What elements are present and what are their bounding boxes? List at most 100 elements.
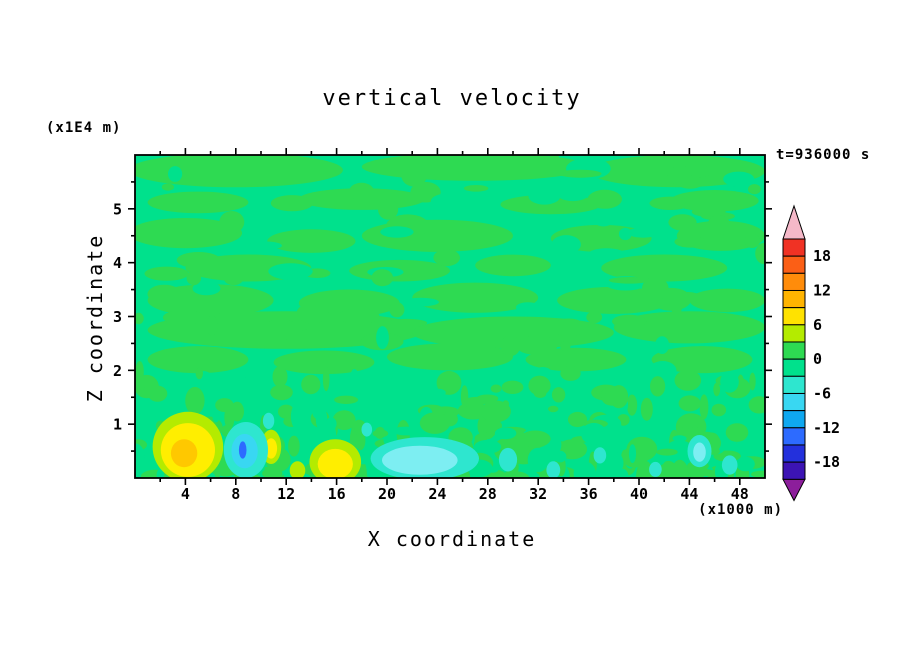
- feature-blob: [289, 461, 306, 478]
- feature-blob: [382, 445, 458, 475]
- speckle: [548, 405, 559, 413]
- z-tick-label: 2: [113, 362, 122, 380]
- speckle: [553, 178, 592, 202]
- speckle: [591, 208, 615, 227]
- speckle: [736, 456, 755, 472]
- x-tick-label: 24: [428, 485, 446, 503]
- colorbar-segment: [782, 358, 806, 377]
- colorbar-segment: [782, 341, 806, 360]
- speckle: [227, 375, 252, 397]
- speckle: [612, 314, 647, 329]
- speckle: [334, 395, 359, 404]
- speckle: [140, 407, 155, 421]
- speckle: [626, 394, 638, 416]
- speckle: [744, 233, 760, 248]
- speckle: [212, 409, 220, 423]
- speckle: [312, 403, 325, 420]
- speckle: [219, 211, 245, 234]
- colorbar-bottom-arrow: [782, 478, 806, 502]
- speckle: [431, 388, 446, 397]
- speckle: [376, 326, 389, 350]
- positive-band: [273, 350, 375, 375]
- speckle: [436, 370, 462, 395]
- speckle: [725, 423, 749, 442]
- speckle: [691, 206, 726, 217]
- x-tick-label: 20: [378, 485, 396, 503]
- positive-band: [135, 155, 343, 188]
- speckle: [374, 426, 386, 439]
- positive-band: [601, 254, 728, 282]
- speckle: [224, 405, 235, 430]
- positive-band: [475, 254, 551, 277]
- speckle: [751, 470, 765, 478]
- speckle: [586, 311, 603, 324]
- speckle: [402, 297, 439, 307]
- colorbar-segment: [782, 238, 806, 257]
- positive-band: [651, 346, 753, 374]
- speckle: [147, 385, 168, 402]
- colorbar-segment: [782, 272, 806, 291]
- speckle: [192, 281, 221, 296]
- speckle: [707, 215, 731, 236]
- speckle: [463, 185, 489, 192]
- speckle: [581, 422, 607, 445]
- speckle: [278, 404, 295, 419]
- speckle: [270, 195, 313, 212]
- speckle: [500, 335, 521, 357]
- speckle: [501, 380, 524, 394]
- feature-blob: [170, 439, 198, 468]
- colorbar-label: 18: [813, 247, 831, 265]
- colorbar-segment: [782, 375, 806, 394]
- speckle: [247, 241, 282, 250]
- speckle: [494, 427, 517, 440]
- speckle: [378, 199, 399, 220]
- speckle: [749, 372, 756, 391]
- speckle: [380, 226, 414, 238]
- speckle: [515, 335, 558, 355]
- colorbar-segment: [782, 410, 806, 429]
- speckle: [156, 468, 165, 478]
- positive-band: [135, 218, 243, 249]
- speckle: [628, 444, 637, 463]
- y-axis-title: Z coordinate: [83, 233, 107, 403]
- speckle: [296, 302, 329, 324]
- x-tick-label: 44: [680, 485, 698, 503]
- speckle: [290, 403, 304, 430]
- colorbar-segment: [782, 427, 806, 446]
- speckle: [135, 443, 145, 470]
- speckle: [502, 400, 510, 408]
- speckle: [135, 369, 141, 393]
- speckle: [147, 284, 182, 304]
- speckle: [344, 372, 368, 397]
- positive-band: [147, 346, 249, 374]
- x-tick-label: 4: [181, 485, 190, 503]
- x-tick-label: 48: [731, 485, 749, 503]
- z-tick-label: 4: [113, 254, 122, 272]
- feature-blob: [317, 448, 353, 478]
- speckle: [553, 450, 567, 463]
- speckle: [713, 382, 721, 397]
- positive-band: [525, 347, 627, 372]
- speckle: [491, 192, 503, 204]
- plot-title: vertical velocity: [322, 86, 582, 111]
- speckle: [176, 252, 221, 269]
- feature-blob: [649, 461, 662, 477]
- x-tick-label: 32: [529, 485, 547, 503]
- axis-ticks: [128, 148, 772, 485]
- x-tick-label: 16: [328, 485, 346, 503]
- speckle: [386, 318, 428, 328]
- positive-band: [267, 229, 356, 253]
- speckle: [179, 287, 192, 307]
- speckle: [676, 175, 705, 189]
- speckle: [642, 276, 669, 301]
- speckle: [671, 459, 689, 478]
- colorbar-segment: [782, 461, 806, 480]
- speckle: [162, 310, 205, 325]
- speckle: [549, 155, 560, 174]
- speckle: [551, 387, 566, 403]
- colorbar-segment: [782, 307, 806, 326]
- speckle: [640, 397, 653, 421]
